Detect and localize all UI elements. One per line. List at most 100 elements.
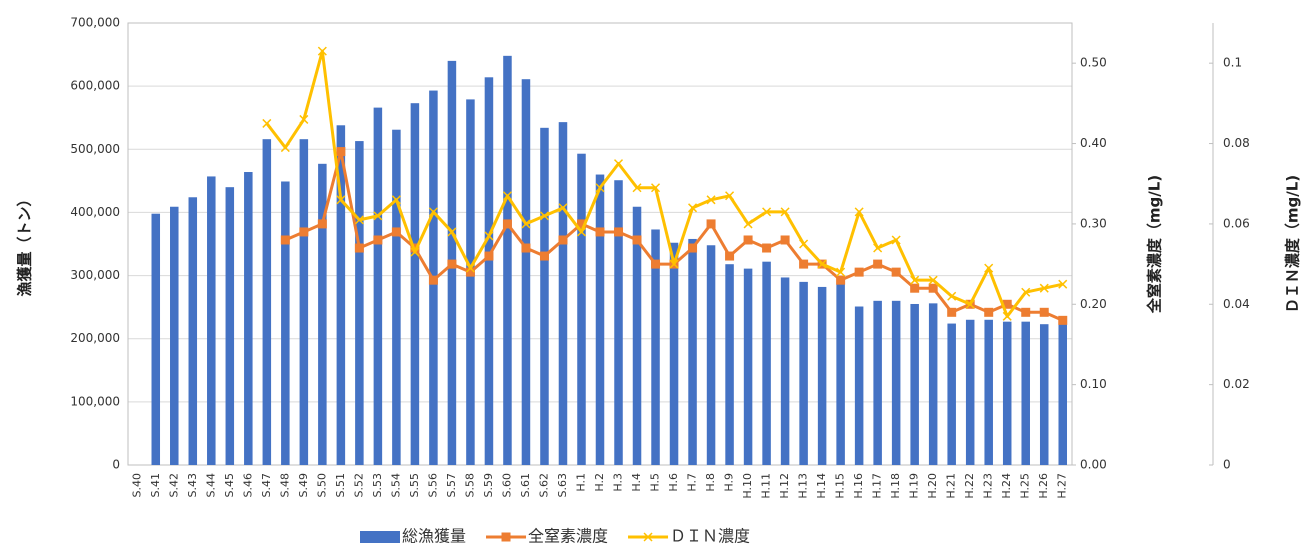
marker: [799, 239, 809, 249]
marker: [688, 203, 698, 213]
bar: [521, 79, 531, 465]
y2-tick-label: 0.20: [1080, 297, 1107, 311]
x-tick-label: S.58: [463, 473, 476, 497]
bar: [595, 174, 605, 466]
marker: [873, 259, 883, 269]
bar: [743, 268, 753, 465]
x-tick-label: H.25: [1019, 473, 1032, 499]
bar: [484, 77, 494, 465]
bar: [669, 242, 679, 465]
x-tick-label: S.56: [426, 473, 439, 497]
x-tick-label: H.2: [593, 473, 606, 492]
x-tick-label: S.47: [260, 473, 273, 497]
legend-label: 全窒素濃度: [528, 527, 608, 546]
marker: [576, 219, 586, 229]
bar: [706, 245, 716, 465]
marker: [706, 219, 716, 229]
marker: [725, 191, 735, 201]
marker: [854, 267, 864, 277]
marker: [614, 227, 624, 237]
marker: [891, 267, 901, 277]
x-tick-label: S.40: [130, 473, 143, 497]
bar: [262, 139, 272, 465]
y-tick-label: 200,000: [70, 331, 120, 345]
marker: [910, 283, 920, 293]
bar: [577, 153, 586, 465]
marker: [1021, 307, 1031, 317]
bar: [299, 139, 309, 465]
marker: [521, 243, 531, 253]
y2-tick-label: 0.40: [1080, 136, 1107, 150]
marker: [1002, 299, 1012, 309]
marker: [558, 235, 568, 245]
bar: [651, 229, 660, 465]
marker: [576, 227, 587, 237]
x-tick-label: H.24: [1000, 473, 1013, 499]
x-tick-label: S.44: [204, 473, 217, 497]
marker: [317, 46, 327, 56]
bar: [725, 264, 734, 465]
x-tick-label: H.13: [797, 473, 810, 499]
marker: [1002, 311, 1012, 321]
marker: [650, 183, 661, 193]
marker: [521, 219, 531, 229]
bar: [225, 187, 235, 465]
x-tick-label: S.46: [241, 473, 254, 497]
bar: [466, 99, 475, 465]
marker: [373, 211, 383, 221]
marker: [836, 267, 846, 277]
marker: [465, 267, 475, 277]
legend-label: 総漁獲量: [402, 527, 466, 546]
marker: [947, 291, 957, 301]
marker: [688, 243, 698, 253]
marker: [484, 251, 494, 261]
x-tick-label: H.1: [574, 473, 587, 492]
x-tick-label: S.55: [408, 473, 421, 497]
marker: [428, 207, 438, 217]
y-tick-label: 300,000: [70, 268, 120, 282]
marker: [725, 251, 735, 261]
y3-tick-label: 0.06: [1223, 216, 1250, 230]
bar: [891, 300, 901, 465]
y3-tick-label: 0.08: [1223, 136, 1250, 150]
marker: [632, 183, 642, 193]
x-tick-label: H.16: [852, 473, 865, 499]
marker: [928, 283, 938, 293]
bar: [281, 181, 290, 465]
bar: [558, 122, 568, 466]
bar: [355, 141, 364, 465]
marker: [317, 219, 327, 229]
x-tick-label: H.17: [871, 473, 884, 499]
marker: [891, 235, 901, 245]
x-tick-label: H.10: [741, 473, 754, 499]
marker: [780, 207, 790, 217]
marker: [965, 299, 975, 309]
y-axis-title: 漁獲量（トン）: [16, 191, 34, 296]
x-tick-label: H.6: [667, 473, 680, 492]
marker: [595, 227, 605, 237]
marker: [539, 251, 549, 261]
line: [265, 49, 1064, 318]
x-tick-label: S.59: [482, 473, 495, 497]
bar: [318, 163, 327, 465]
y-tick-label: 100,000: [70, 394, 120, 408]
bar: [170, 206, 179, 465]
marker: [465, 263, 475, 273]
marker: [928, 275, 938, 285]
x-tick-label: S.61: [519, 473, 532, 497]
x-tick-label: S.49: [297, 473, 310, 497]
x-tick-label: S.53: [371, 473, 384, 497]
bar: [762, 261, 771, 465]
marker: [391, 227, 401, 237]
x-tick-label: S.63: [556, 473, 569, 497]
x-tick-label: H.8: [704, 473, 717, 492]
bar: [947, 323, 956, 465]
x-tick-label: H.23: [982, 473, 995, 499]
bar: [632, 206, 642, 465]
bar: [965, 319, 975, 465]
marker: [502, 219, 512, 229]
x-tick-label: H.15: [834, 473, 847, 499]
legend-label: ＤＩＮ濃度: [670, 527, 750, 546]
